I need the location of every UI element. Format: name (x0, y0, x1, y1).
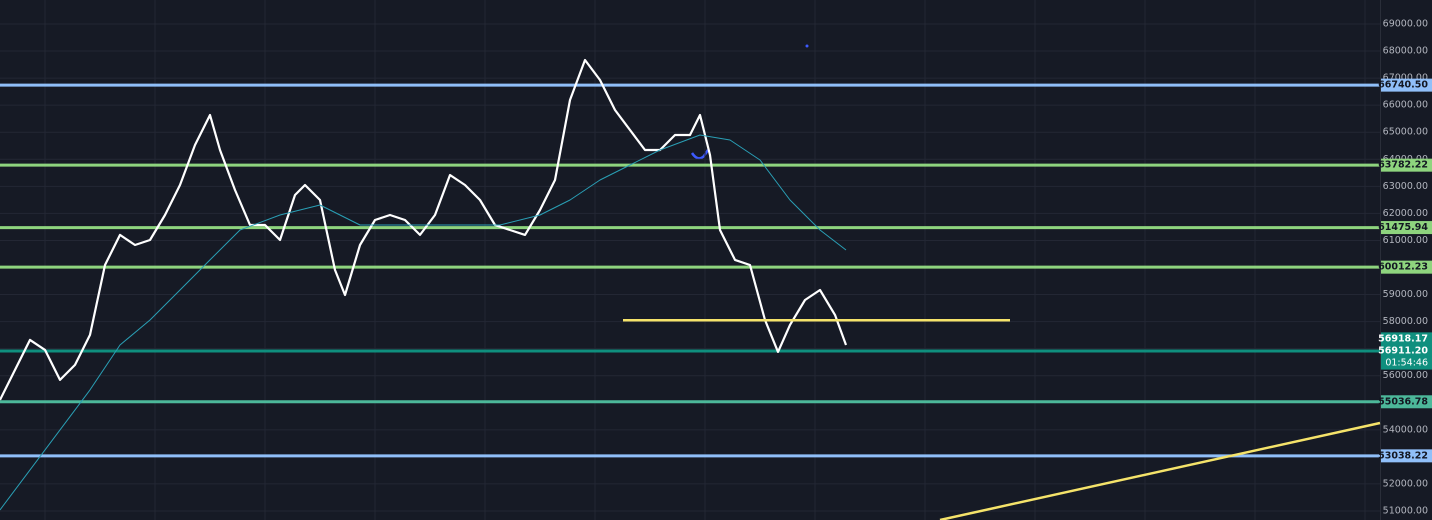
y-tick-label: 67000.00 (1383, 73, 1428, 84)
price-tag-label: 56918.17 (1378, 333, 1428, 344)
countdown-box (1381, 356, 1432, 370)
y-tick-label: 63000.00 (1383, 181, 1428, 192)
level-tag-label: 63782.22 (1378, 160, 1428, 171)
y-tick-label: 70000.00 (1383, 0, 1428, 2)
level-tag-box (1381, 449, 1432, 463)
y-tick-label: 56000.00 (1383, 370, 1428, 381)
y-tick-label: 59000.00 (1383, 289, 1428, 300)
level-tag-label: 55036.78 (1378, 396, 1428, 407)
y-tick-label: 61000.00 (1383, 235, 1428, 246)
level-tag-label: 61475.94 (1378, 222, 1428, 233)
y-tick-label: 68000.00 (1383, 46, 1428, 57)
level-tag-box (1381, 78, 1432, 92)
level-tag-label: 60012.23 (1378, 262, 1428, 273)
line-series (0, 134, 847, 511)
y-tick-label: 51000.00 (1383, 505, 1428, 516)
level-tag-box (1381, 344, 1432, 358)
countdown: 01:54:46 (1385, 358, 1428, 369)
y-tick-label: 66000.00 (1383, 100, 1428, 111)
y-tick-label: 52000.00 (1383, 478, 1428, 489)
level-tag-box (1381, 158, 1432, 172)
level-tag-label: 56911.20 (1378, 346, 1428, 357)
level-tag-label: 66740.50 (1378, 80, 1428, 91)
y-tick-label: 69000.00 (1383, 18, 1428, 29)
level-tag-box (1381, 260, 1432, 274)
y-tick-label: 58000.00 (1383, 316, 1428, 327)
y-tick-label: 54000.00 (1383, 424, 1428, 435)
drawing-stroke (690, 149, 710, 160)
marker-dot (805, 44, 809, 48)
level-tag-box (1381, 221, 1432, 235)
y-tick-label: 62000.00 (1383, 208, 1428, 219)
y-tick-label: 65000.00 (1383, 127, 1428, 138)
trend-line (939, 421, 1381, 520)
level-tag-label: 53038.22 (1378, 450, 1428, 461)
price-tag-box (1381, 332, 1432, 346)
level-tag-box (1381, 395, 1432, 409)
